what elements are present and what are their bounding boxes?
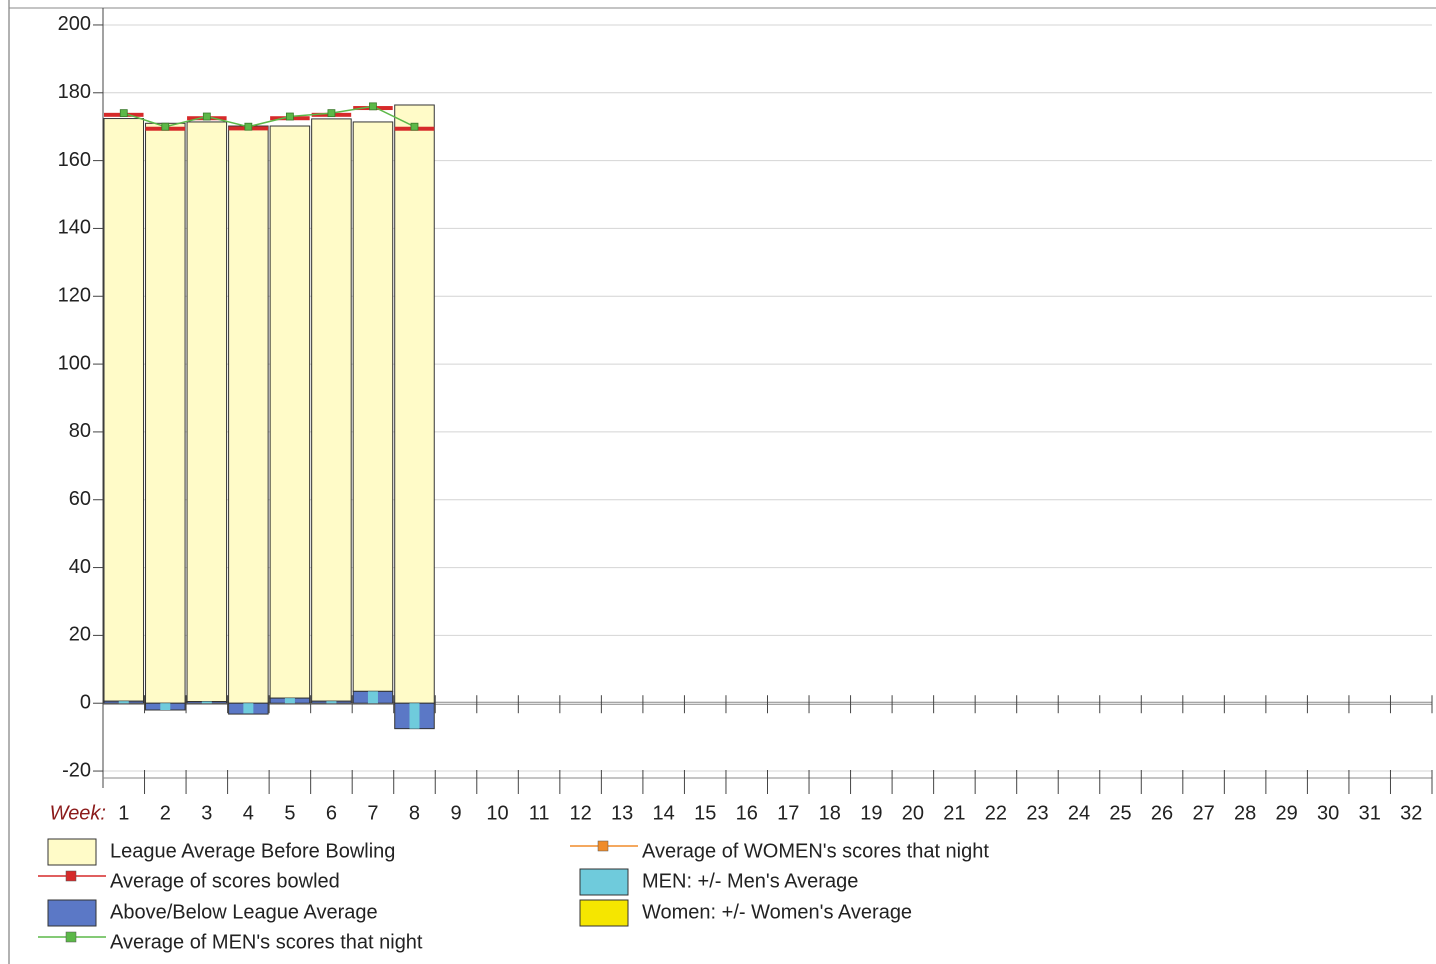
x-tick-label: 6 [326, 802, 337, 824]
x-tick-label: 25 [1109, 802, 1131, 824]
y-tick-label: 160 [58, 149, 91, 171]
bar [394, 104, 435, 704]
x-tick-label: 17 [777, 802, 799, 824]
x-tick-label: 23 [1026, 802, 1048, 824]
narrow-bar [160, 703, 171, 710]
y-tick-label: 200 [58, 13, 91, 35]
narrow-bar [326, 701, 337, 704]
x-tick-label: 10 [486, 802, 508, 824]
x-tick-label: 20 [902, 802, 924, 824]
legend-marker [597, 840, 609, 852]
narrow-bar [243, 703, 254, 714]
y-tick-label: -20 [62, 759, 91, 781]
legend-swatch [579, 868, 629, 896]
line-marker [202, 112, 211, 121]
x-tick-label: 28 [1234, 802, 1256, 824]
narrow-bar [201, 701, 212, 704]
line-marker [161, 122, 170, 131]
legend-label: MEN: +/- Men's Average [642, 870, 858, 892]
x-tick-label: 32 [1400, 802, 1422, 824]
x-tick-label: 7 [367, 802, 378, 824]
y-tick-label: 120 [58, 285, 91, 307]
bar [228, 125, 269, 704]
x-tick-label: 3 [201, 802, 212, 824]
x-tick-label: 18 [819, 802, 841, 824]
y-tick-label: 80 [69, 420, 91, 442]
x-tick-label: 14 [653, 802, 675, 824]
legend-label: Average of scores bowled [110, 870, 340, 892]
line-marker [410, 122, 419, 131]
line-marker [244, 122, 253, 131]
line [123, 105, 415, 128]
legend-label: Average of WOMEN's scores that night [642, 840, 989, 862]
narrow-bar [284, 698, 295, 704]
x-tick-label: 27 [1192, 802, 1214, 824]
narrow-bar [118, 701, 129, 704]
y-tick-label: 60 [69, 488, 91, 510]
x-tick-label: 22 [985, 802, 1007, 824]
x-tick-label: 13 [611, 802, 633, 824]
x-tick-label: 15 [694, 802, 716, 824]
y-tick-label: 20 [69, 624, 91, 646]
x-tick-label: 2 [160, 802, 171, 824]
bar [269, 125, 311, 699]
x-tick-label: 19 [860, 802, 882, 824]
x-tick-label: 31 [1359, 802, 1381, 824]
legend-label: League Average Before Bowling [110, 840, 395, 862]
legend-swatch [47, 899, 97, 927]
x-tick-label: 9 [450, 802, 461, 824]
x-tick-label: 11 [529, 802, 550, 824]
line-marker [119, 109, 128, 118]
y-tick-label: 40 [69, 556, 91, 578]
x-tick-label: 8 [409, 802, 420, 824]
bar [311, 118, 352, 702]
x-tick-label: 4 [243, 802, 254, 824]
x-tick-label: 16 [736, 802, 758, 824]
narrow-bar [367, 691, 378, 704]
legend-marker [65, 870, 77, 882]
legend-label: Women: +/- Women's Average [642, 901, 912, 923]
bar [145, 122, 186, 704]
x-axis-label: Week: [50, 802, 106, 824]
x-tick-label: 12 [569, 802, 591, 824]
legend-swatch [47, 838, 97, 866]
bar [103, 118, 145, 702]
y-tick-label: 100 [58, 352, 91, 374]
x-tick-label: 1 [118, 802, 129, 824]
line-marker [327, 109, 336, 118]
line-marker [285, 112, 294, 121]
legend-marker [65, 931, 77, 943]
x-tick-label: 30 [1317, 802, 1339, 824]
y-tick-label: 180 [58, 81, 91, 103]
y-tick-label: 0 [80, 691, 91, 713]
x-tick-label: 29 [1276, 802, 1298, 824]
legend-label: Above/Below League Average [110, 901, 378, 923]
y-tick-label: 140 [58, 217, 91, 239]
line-marker [369, 102, 377, 111]
x-tick-label: 21 [943, 802, 965, 824]
x-tick-label: 26 [1151, 802, 1173, 824]
narrow-bar [409, 703, 420, 729]
bar [186, 121, 228, 703]
bar [352, 121, 394, 692]
x-tick-label: 5 [284, 802, 295, 824]
legend-swatch [579, 899, 629, 927]
x-tick-label: 24 [1068, 802, 1090, 824]
legend-label: Average of MEN's scores that night [110, 931, 423, 953]
